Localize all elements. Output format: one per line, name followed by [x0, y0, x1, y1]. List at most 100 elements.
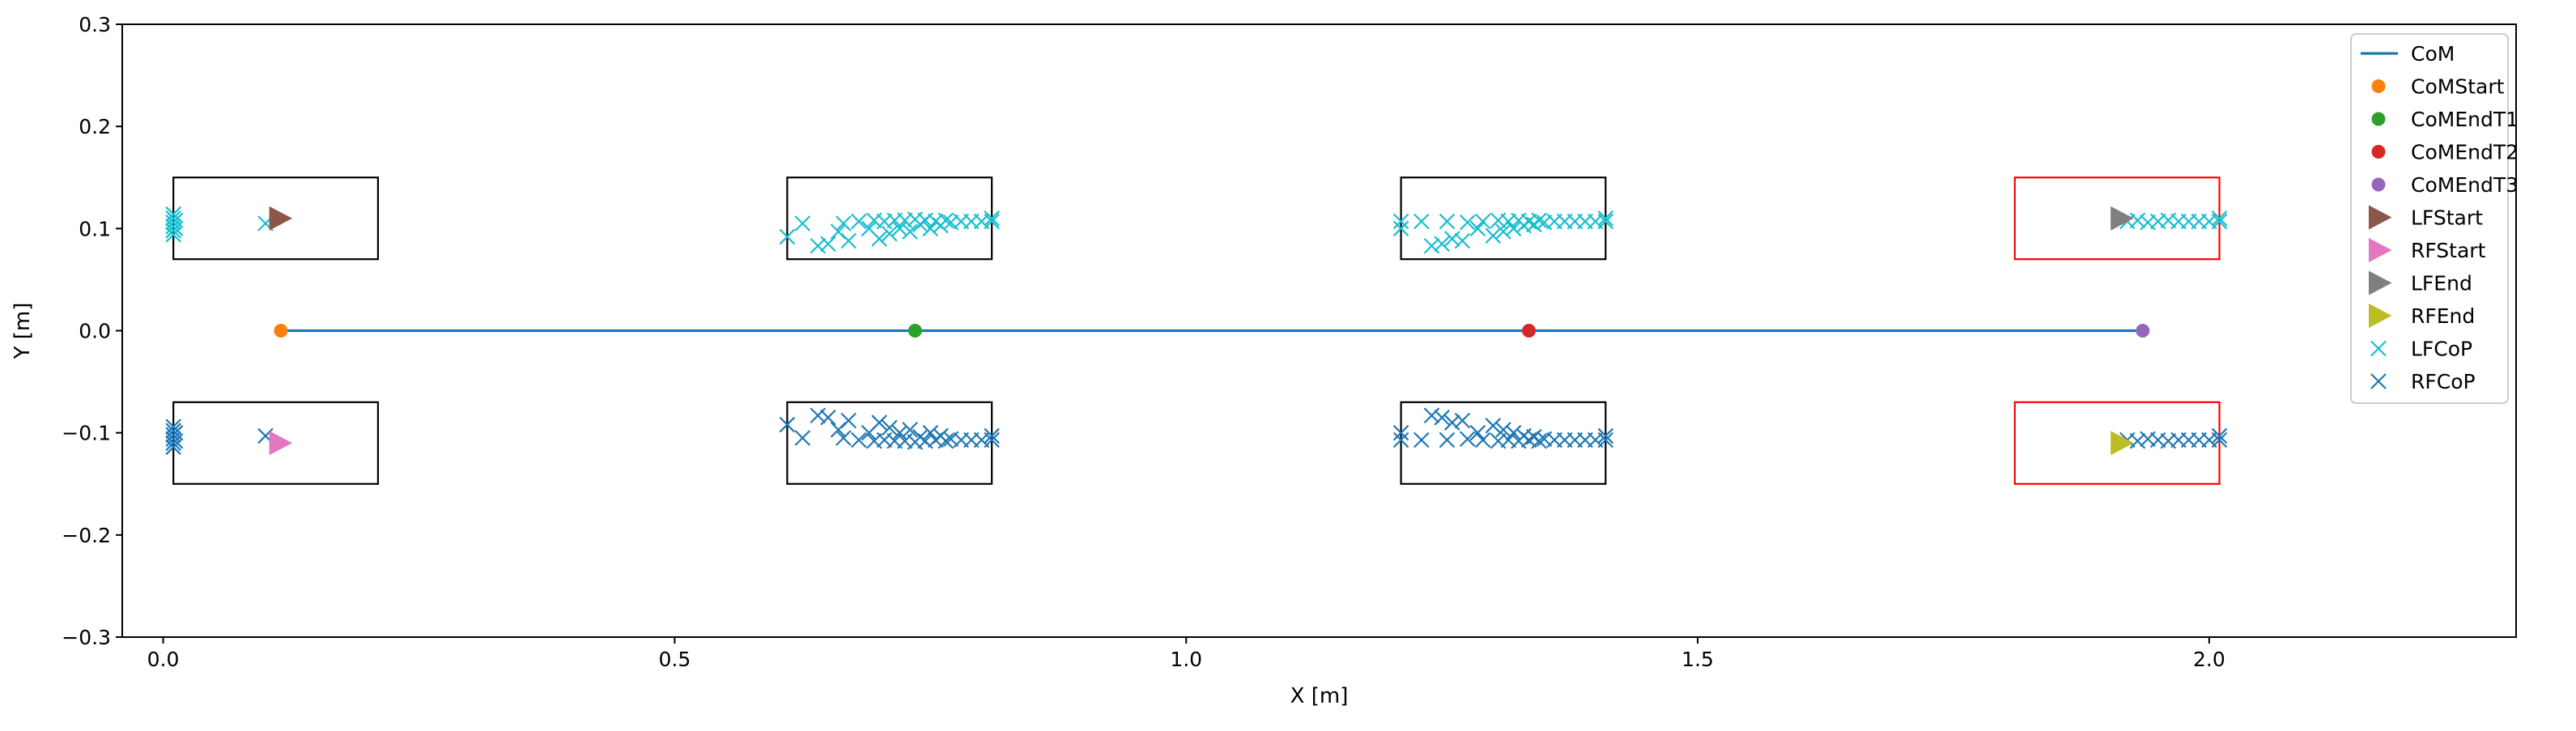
lfcop-point-45 [1444, 231, 1460, 247]
lfcop-point-9 [779, 228, 796, 245]
legend-label-com: CoM [2411, 42, 2455, 66]
lfcop-point-54 [1505, 220, 1522, 237]
rfcop-point-69 [2129, 432, 2146, 449]
rfcop-point-67 [1597, 427, 1614, 444]
lfcop-point-41 [1413, 213, 1430, 230]
legend-comendt3-circle-swatch [2371, 177, 2386, 192]
legend-label-comstart: CoMStart [2411, 75, 2505, 99]
x-tick-label-0: 0.0 [147, 648, 180, 671]
lfcop-point-21 [881, 225, 898, 242]
lfcop-point-29 [922, 220, 939, 237]
y-axis-label: Y [m] [11, 303, 35, 360]
rfcop-point-39 [1392, 424, 1409, 441]
rfcop-point-66 [1597, 431, 1614, 448]
rfcop-point-43 [1434, 409, 1450, 426]
lfcop-point-43 [1434, 236, 1450, 253]
lfcop-point-14 [840, 232, 857, 249]
rfcop-point-21 [881, 419, 898, 436]
rfcop-point-47 [1459, 431, 1476, 448]
footprint-rect-7 [2013, 401, 2221, 485]
lfcop-point-15 [835, 215, 852, 232]
legend-comstart-circle-swatch [2371, 79, 2386, 93]
x-axis-label: X [m] [1290, 684, 1349, 708]
lfcop-point-59 [1531, 212, 1547, 229]
rfcop-point-23 [891, 424, 908, 441]
lfcop-point-50 [1485, 227, 1502, 244]
lfcop-point-52 [1495, 223, 1511, 240]
footprint-rect-5 [1400, 401, 1607, 485]
rfcop-point-46 [1454, 412, 1471, 429]
rfcop-point-29 [922, 424, 939, 441]
lfcop-point-16 [851, 213, 867, 230]
rfstart-marker [269, 431, 293, 456]
legend-comendt2-circle-swatch [2371, 145, 2386, 159]
rfcop-point-9 [779, 416, 796, 433]
comendt3-point [2136, 324, 2150, 338]
lfcop-point-48 [1469, 220, 1486, 237]
rfcop-point-54 [1505, 424, 1522, 441]
legend-lfstart-triangle-swatch [2369, 205, 2392, 230]
y-tick-label-1: −0.2 [62, 524, 111, 547]
y-tick-label-0: −0.3 [62, 626, 111, 649]
legend: CoM CoMStart CoMEndT1 CoMEndT2 CoMEndT3 LFSta… [2350, 33, 2519, 404]
lfcop-point-38 [984, 210, 1000, 227]
lfcop-point-25 [902, 223, 918, 240]
legend-lfend-triangle-swatch [2369, 270, 2392, 295]
cop-layer [165, 206, 2228, 456]
comendt2-point [1522, 324, 1537, 338]
rfcop-point-59 [1531, 432, 1547, 449]
legend-label-rfcop: RFCoP [2411, 370, 2476, 393]
rfcop-point-77 [2211, 431, 2228, 448]
legend-label-lfstart: LFStart [2411, 206, 2483, 230]
rfcop-point-5 [165, 439, 181, 456]
lfcop-point-46 [1454, 232, 1471, 249]
rfcop-point-40 [1392, 431, 1409, 448]
rfcop-point-50 [1485, 418, 1502, 434]
rfend-marker [2111, 431, 2134, 456]
legend-label-rfend: RFEnd [2411, 304, 2475, 328]
rfcop-point-14 [840, 412, 857, 429]
legend-comendt1-circle-swatch [2371, 112, 2386, 126]
lfend-marker [2111, 206, 2134, 231]
lfcop-point-23 [891, 220, 908, 237]
rfcop-point-15 [835, 430, 852, 446]
lfcop-point-6 [167, 220, 184, 237]
rfcop-point-44 [1439, 431, 1456, 448]
rfcop-point-6 [167, 424, 184, 441]
x-tick-label-3: 1.5 [1681, 648, 1714, 671]
rfcop-point-25 [902, 422, 918, 438]
rfcop-point-42 [1423, 407, 1440, 423]
rfcop-point-78 [2211, 427, 2228, 444]
legend-label-comendt2: CoMEndT2 [2411, 141, 2519, 164]
lfcop-point-39 [1392, 220, 1409, 237]
rfcop-point-52 [1495, 422, 1511, 438]
rfcop-point-0 [165, 419, 181, 435]
lfcop-point-69 [2129, 212, 2146, 229]
x-axis-ticks: 0.0 0.5 1.0 1.5 2.0 [147, 637, 2225, 671]
lfcop-point-12 [820, 236, 836, 253]
comstart-point [274, 324, 288, 338]
comendt1-point [908, 324, 922, 338]
rfcop-point-41 [1413, 431, 1430, 448]
lfcop-point-47 [1459, 214, 1476, 231]
rfcop-point-37 [984, 431, 1000, 448]
legend-label-comendt3: CoMEndT3 [2411, 173, 2519, 197]
rfcop-point-49 [1474, 431, 1491, 448]
rfcop-point-38 [984, 427, 1000, 444]
legend-rfstart-triangle-swatch [2369, 238, 2392, 262]
rfcop-point-16 [851, 431, 867, 448]
rfcop-point-48 [1469, 424, 1486, 441]
legend-lfcop-x-swatch [2370, 340, 2387, 357]
lfcop-point-66 [1597, 213, 1614, 230]
legend-label-lfcop: LFCoP [2411, 338, 2472, 361]
rfcop-point-10 [794, 430, 811, 446]
lfcop-point-42 [1423, 238, 1440, 254]
lfcop-point-44 [1439, 213, 1456, 230]
lfcop-point-78 [2211, 210, 2228, 227]
lfcop-point-49 [1474, 213, 1491, 230]
marker-layer [269, 206, 2150, 456]
lfcop-point-19 [871, 231, 887, 247]
legend-label-lfend: LFEnd [2411, 272, 2472, 295]
lfcop-point-5 [165, 206, 181, 223]
